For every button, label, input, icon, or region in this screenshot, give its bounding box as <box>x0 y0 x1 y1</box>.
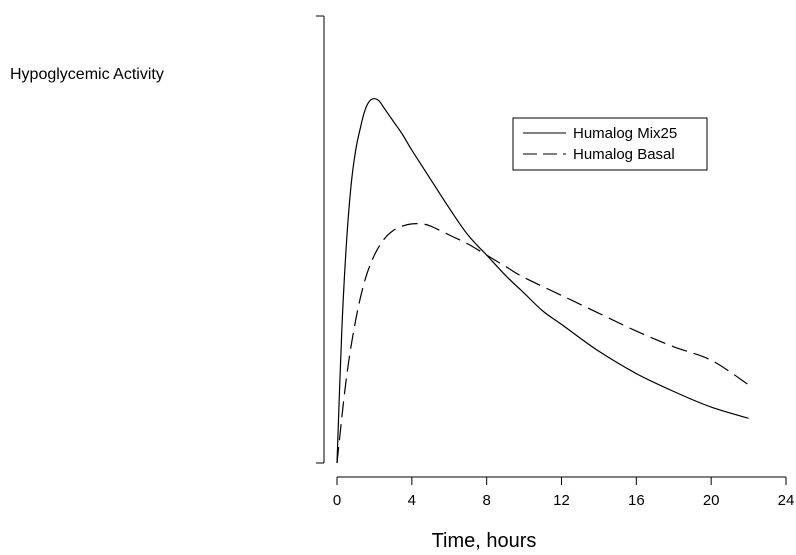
legend: Humalog Mix25 Humalog Basal <box>513 118 707 170</box>
series-line-humalog-basal <box>337 224 749 463</box>
y-axis-label: Hypoglycemic Activity <box>10 66 164 83</box>
x-tick-label-12: 12 <box>553 492 570 509</box>
x-axis: 0 4 8 12 16 20 24 <box>333 477 795 509</box>
x-ticks: 0 4 8 12 16 20 24 <box>333 477 795 509</box>
legend-label-humalog-mix25: Humalog Mix25 <box>573 125 677 142</box>
x-tick-label-8: 8 <box>482 492 490 509</box>
x-tick-label-24: 24 <box>778 492 795 509</box>
y-axis <box>316 16 324 463</box>
x-axis-label: Time, hours <box>432 530 537 552</box>
x-tick-label-20: 20 <box>703 492 720 509</box>
legend-label-humalog-basal: Humalog Basal <box>573 146 675 163</box>
x-tick-label-0: 0 <box>333 492 341 509</box>
x-tick-label-16: 16 <box>628 492 645 509</box>
x-tick-label-4: 4 <box>408 492 416 509</box>
